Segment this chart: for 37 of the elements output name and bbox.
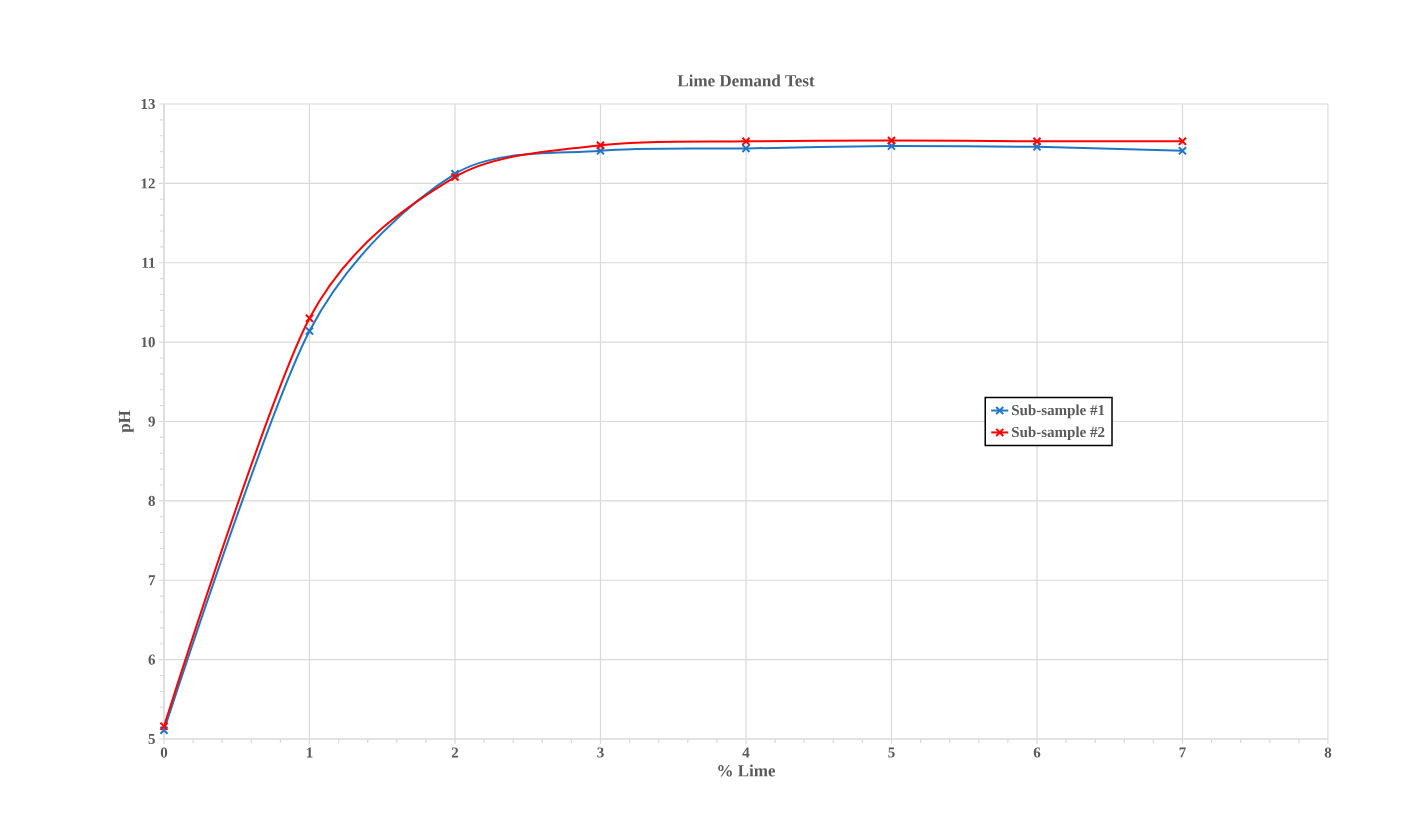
point (741, 143, 751, 153)
point (1177, 146, 1188, 156)
x-tick-label: 6 (1033, 747, 1041, 758)
y-tick-label: 11 (142, 257, 155, 268)
point (886, 135, 897, 146)
x-tick-label: 2 (451, 747, 459, 758)
x-tick-label: 1 (306, 747, 313, 758)
y-tick-label: 5 (148, 734, 155, 744)
y-tick-label: 10 (141, 337, 155, 348)
x-tick-label: 7 (1179, 747, 1186, 758)
point (304, 313, 315, 323)
point (886, 141, 897, 151)
point (1032, 142, 1042, 152)
point (159, 725, 169, 735)
point (595, 146, 606, 156)
y-tick-label: 7 (148, 575, 156, 586)
chart-title: Lime Demand Test (677, 74, 815, 87)
x-axis-title: % Lime (718, 764, 776, 777)
y-tick-label: 8 (148, 495, 155, 506)
y-tick-label: 6 (148, 654, 156, 665)
legend-label: Sub-sample #1 (1012, 404, 1105, 419)
y-tick-label: 12 (141, 178, 155, 189)
legend-label: Sub-sample #2 (1012, 426, 1105, 441)
point (741, 136, 751, 146)
y-tick-label: 9 (148, 416, 155, 427)
point (159, 721, 169, 731)
point (595, 140, 606, 150)
x-tick-label: 0 (160, 747, 168, 758)
y-axis-title: pH (118, 410, 134, 433)
point (304, 326, 315, 336)
point (1032, 136, 1042, 146)
x-tick-label: 4 (742, 747, 750, 758)
y-tick-label: 13 (141, 98, 155, 110)
x-tick-label: 8 (1324, 747, 1332, 758)
point (1177, 136, 1188, 146)
x-tick-label: 3 (597, 747, 604, 758)
x-tick-label: 5 (888, 747, 895, 758)
